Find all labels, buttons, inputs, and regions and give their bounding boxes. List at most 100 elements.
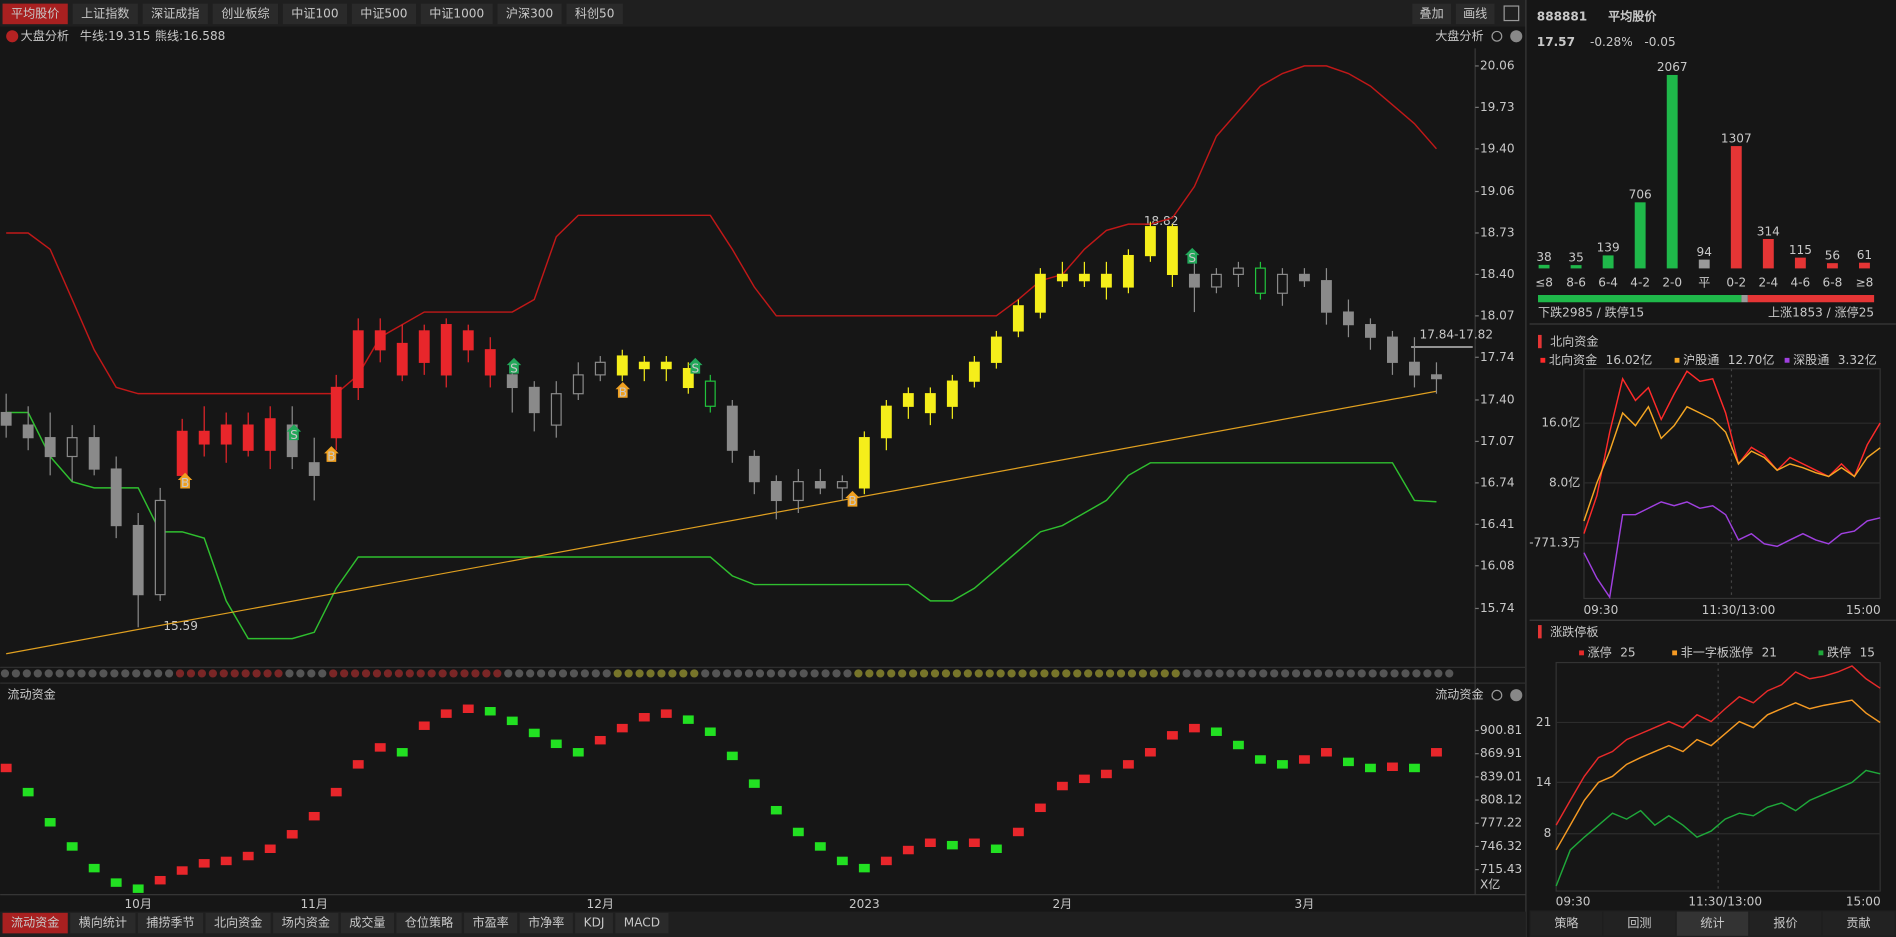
status-dot bbox=[1434, 669, 1443, 678]
tab-label[interactable]: 流动资金 bbox=[11, 915, 59, 930]
tab[interactable] bbox=[72, 3, 138, 25]
tab-label[interactable]: 市盈率 bbox=[473, 915, 509, 930]
side-tab-label[interactable]: 回测 bbox=[1627, 916, 1651, 930]
tab-label[interactable]: 上证指数 bbox=[81, 5, 129, 20]
side-tab-label[interactable]: 策略 bbox=[1554, 915, 1578, 930]
candle-body bbox=[396, 342, 408, 376]
tab[interactable] bbox=[70, 912, 136, 934]
status-dot bbox=[1073, 669, 1082, 678]
tab-label[interactable]: 横向统计 bbox=[79, 915, 127, 930]
status-dot bbox=[329, 669, 338, 678]
y-tick-label: 17.74 bbox=[1480, 350, 1515, 364]
status-dot bbox=[1335, 669, 1344, 678]
bar-value-label: 94 bbox=[1697, 245, 1712, 259]
tab[interactable] bbox=[142, 3, 208, 25]
legend-name: 深股通 bbox=[1793, 353, 1829, 367]
tab[interactable] bbox=[575, 912, 613, 934]
tab[interactable] bbox=[351, 3, 416, 25]
tab-label[interactable]: 科创50 bbox=[575, 6, 615, 20]
status-dot bbox=[143, 669, 152, 678]
status-dot bbox=[175, 669, 185, 678]
help-icon[interactable] bbox=[1510, 30, 1523, 43]
side-tab[interactable] bbox=[1603, 911, 1676, 936]
tab[interactable] bbox=[2, 3, 68, 25]
tab[interactable] bbox=[205, 912, 271, 934]
tab-label[interactable]: 仓位策略 bbox=[405, 915, 453, 930]
flow-block bbox=[198, 859, 210, 868]
x-tick-label: 09:30 bbox=[1583, 603, 1618, 617]
tool-button[interactable] bbox=[1455, 3, 1495, 25]
status-dot bbox=[952, 669, 961, 678]
y-tick-label: 15.74 bbox=[1480, 601, 1515, 615]
legend-value: 3.32亿 bbox=[1838, 352, 1877, 367]
tool-label[interactable]: 画线 bbox=[1463, 6, 1487, 20]
tool-button[interactable] bbox=[1412, 3, 1451, 25]
tab-label[interactable]: 沪深300 bbox=[506, 6, 553, 20]
unit-label: X亿 bbox=[1480, 877, 1500, 892]
flow-block bbox=[176, 866, 188, 875]
tab[interactable] bbox=[497, 3, 562, 25]
layout-icon[interactable] bbox=[1503, 5, 1520, 22]
flow-block bbox=[22, 787, 34, 797]
candle-body bbox=[176, 430, 188, 476]
tab[interactable] bbox=[566, 3, 623, 25]
side-tab[interactable] bbox=[1749, 911, 1822, 936]
tab-label[interactable]: 中证100 bbox=[291, 5, 338, 20]
tab[interactable] bbox=[519, 912, 573, 934]
flow-block bbox=[462, 704, 474, 713]
side-tab-label[interactable]: 报价 bbox=[1773, 915, 1797, 930]
side-tab[interactable] bbox=[1822, 911, 1895, 936]
tab-label[interactable]: 中证500 bbox=[360, 5, 407, 20]
tab[interactable] bbox=[2, 912, 68, 934]
tab-label[interactable]: 捕捞季节 bbox=[146, 915, 194, 930]
status-dot bbox=[876, 669, 885, 678]
status-dot bbox=[1401, 669, 1410, 678]
side-tab-label[interactable]: 贡献 bbox=[1846, 915, 1870, 930]
tab-label[interactable]: MACD bbox=[624, 916, 660, 930]
status-dot bbox=[558, 669, 568, 678]
dropdown-icon[interactable] bbox=[6, 30, 19, 43]
tool-label[interactable]: 叠加 bbox=[1420, 6, 1444, 20]
tab[interactable] bbox=[137, 912, 204, 934]
status-dot bbox=[33, 669, 42, 678]
tab-label[interactable]: 中证1000 bbox=[429, 5, 484, 20]
tab-label[interactable]: 成交量 bbox=[349, 915, 385, 930]
side-tab[interactable] bbox=[1676, 911, 1749, 936]
candle-body bbox=[880, 405, 892, 439]
status-dot bbox=[1051, 669, 1060, 678]
settings-icon[interactable] bbox=[1491, 689, 1503, 701]
help-icon[interactable] bbox=[1510, 689, 1523, 702]
flow-block bbox=[814, 842, 826, 851]
y-tick-label: 17.40 bbox=[1480, 392, 1515, 406]
tab-label[interactable]: KDJ bbox=[584, 916, 605, 930]
tab-label[interactable]: 市净率 bbox=[528, 915, 564, 930]
tab-label[interactable]: 场内资金 bbox=[282, 915, 330, 930]
tab[interactable] bbox=[615, 912, 669, 934]
tab-label[interactable]: 深证成指 bbox=[151, 5, 199, 20]
tab[interactable] bbox=[282, 3, 347, 25]
tab[interactable] bbox=[396, 912, 462, 934]
tab-label[interactable]: 创业板综 bbox=[221, 6, 269, 20]
candle-body bbox=[462, 330, 474, 351]
settings-icon[interactable] bbox=[1491, 30, 1503, 42]
tab[interactable] bbox=[212, 3, 279, 25]
flow-block bbox=[770, 805, 782, 815]
low-label: 15.59 bbox=[163, 619, 198, 633]
tab[interactable] bbox=[420, 3, 493, 25]
y-tick-label: 19.06 bbox=[1480, 184, 1515, 198]
bar-value-label: 61 bbox=[1857, 248, 1872, 262]
status-dot bbox=[350, 669, 360, 678]
candle-body bbox=[990, 336, 1002, 363]
side-tab-label[interactable]: 统计 bbox=[1700, 916, 1724, 930]
tab[interactable] bbox=[340, 912, 394, 934]
quote-code: 888881 bbox=[1537, 9, 1587, 23]
flow-block bbox=[132, 884, 144, 893]
tab-label[interactable]: 平均股价 bbox=[11, 6, 59, 20]
tab[interactable] bbox=[464, 912, 518, 934]
tab[interactable] bbox=[273, 912, 339, 934]
side-tab[interactable] bbox=[1530, 911, 1603, 936]
status-dot bbox=[547, 669, 557, 678]
tab-label[interactable]: 北向资金 bbox=[214, 915, 262, 930]
candle-body bbox=[1034, 273, 1046, 313]
status-dot bbox=[504, 669, 513, 678]
